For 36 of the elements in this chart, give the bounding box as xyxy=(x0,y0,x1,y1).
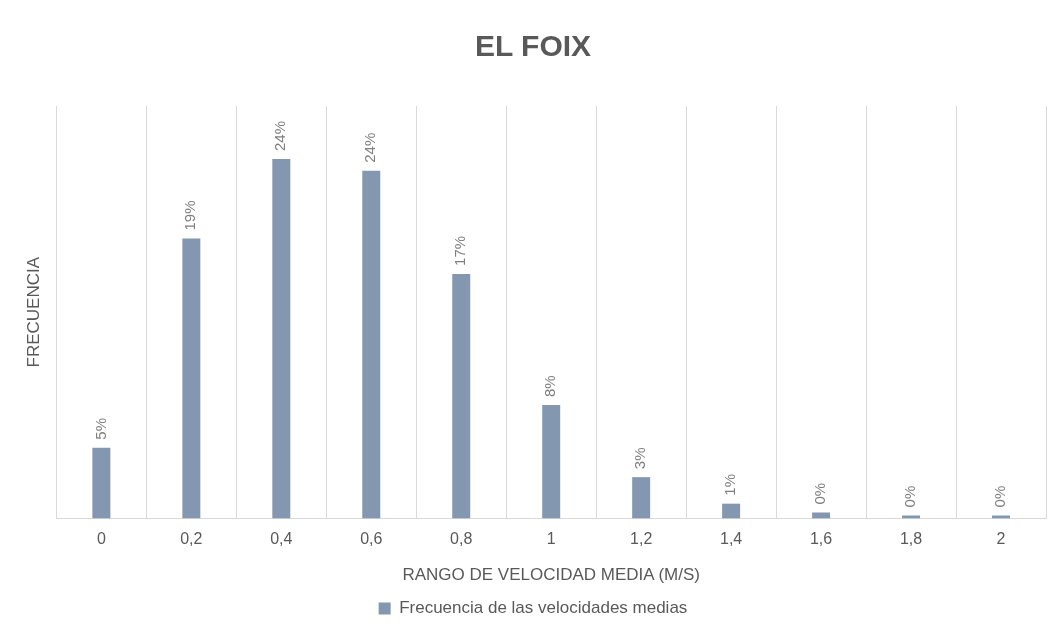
bar xyxy=(182,238,201,519)
bar xyxy=(452,273,471,519)
bar xyxy=(632,477,651,519)
data-label: 24% xyxy=(361,132,379,163)
x-tick-label: 1,8 xyxy=(899,530,923,548)
x-tick-label: 0,4 xyxy=(270,530,293,548)
data-label: 24% xyxy=(271,120,289,152)
bar xyxy=(92,447,111,519)
data-label: 1% xyxy=(721,473,739,496)
x-tick-label: 0 xyxy=(96,530,106,548)
x-tick-label: 1,6 xyxy=(809,530,833,548)
x-tick-label: 1,2 xyxy=(630,530,653,548)
x-tick-label: 0,8 xyxy=(450,530,473,548)
x-tick-label: 1 xyxy=(546,530,556,548)
data-label: 3% xyxy=(631,447,649,470)
data-label: 0% xyxy=(901,485,919,508)
data-label: 0% xyxy=(991,485,1009,508)
data-label: 8% xyxy=(541,375,559,397)
legend-label: Frecuencia de las velocidades medias xyxy=(399,598,688,618)
x-axis-title: RANGO DE VELOCIDAD MEDIA (M/S) xyxy=(402,565,700,585)
bar xyxy=(542,404,561,519)
bar xyxy=(992,515,1011,519)
data-label: 19% xyxy=(181,200,199,231)
bar xyxy=(272,159,291,519)
x-tick-label: 2 xyxy=(996,530,1006,548)
bar xyxy=(362,170,381,519)
x-tick-label: 0,2 xyxy=(180,530,203,548)
y-axis-title: FRECUENCIA xyxy=(23,256,43,368)
data-label: 0% xyxy=(811,482,829,505)
data-label: 17% xyxy=(451,235,469,266)
bar xyxy=(902,515,921,519)
chart-title: EL FOIX xyxy=(474,29,592,63)
x-tick-label: 0,6 xyxy=(360,530,383,548)
x-tick-label: 1,4 xyxy=(720,530,743,548)
data-label: 5% xyxy=(91,418,109,440)
bar xyxy=(722,503,741,519)
